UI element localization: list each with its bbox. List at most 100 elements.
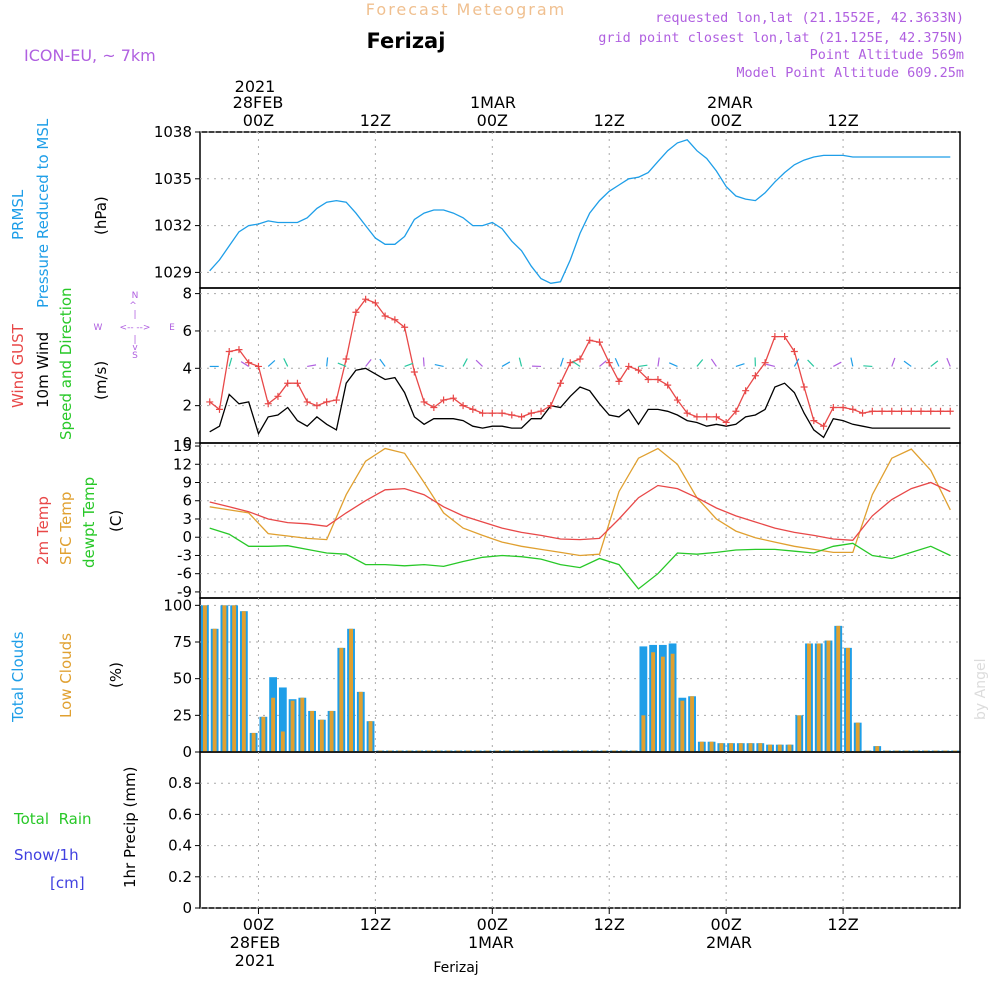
y-tick-label: 1029 xyxy=(154,263,192,281)
top-date-1: 1MAR xyxy=(470,93,516,112)
gust-marker xyxy=(226,348,233,355)
gust-marker xyxy=(469,406,476,413)
gust-marker xyxy=(606,359,613,366)
cloud-low-bar xyxy=(330,711,334,752)
wind-arrow xyxy=(851,358,853,367)
cloud-low-bar xyxy=(651,652,655,752)
chart-subtitle: Forecast Meteogram xyxy=(366,0,566,19)
cloud-low-bar xyxy=(232,605,236,752)
bottom-tick-label: 12Z xyxy=(827,915,858,934)
gust-marker xyxy=(810,417,817,424)
wind-arrow xyxy=(561,358,564,367)
y-tick-label: 50 xyxy=(173,670,192,688)
cloud-low-bar xyxy=(291,701,295,752)
cloud-low-bar xyxy=(846,648,850,752)
cloud-low-bar xyxy=(661,657,665,752)
wind-arrow xyxy=(808,360,814,366)
top-date-0: 28FEB xyxy=(233,93,284,112)
gust-marker xyxy=(421,398,428,405)
y-tick-label: 100 xyxy=(163,596,192,614)
y-tick-label: 1032 xyxy=(154,217,192,235)
label-hpa: (hPa) xyxy=(92,196,110,235)
label-prmsl: PRMSL xyxy=(9,189,27,240)
y-tick-label: 15 xyxy=(173,437,192,455)
gust-marker xyxy=(820,423,827,430)
wind-arrow xyxy=(904,361,911,366)
gust-marker xyxy=(869,408,876,415)
y-tick-label: 2 xyxy=(182,397,192,415)
gust-marker xyxy=(937,408,944,415)
cloud-low-bar xyxy=(641,715,645,752)
credit: by Angel xyxy=(973,659,989,720)
wind-arrow xyxy=(711,359,716,366)
cloud-low-bar xyxy=(369,721,373,752)
pressure-line xyxy=(210,140,951,283)
top-tick-label: 12Z xyxy=(360,111,391,130)
gust-marker xyxy=(333,397,340,404)
wind-10m-line xyxy=(210,368,951,437)
gust-marker xyxy=(313,402,320,409)
gust-marker xyxy=(801,383,808,390)
wind-arrow xyxy=(502,362,510,367)
gust-marker xyxy=(781,333,788,340)
gust-marker xyxy=(713,413,720,420)
cloud-low-bar xyxy=(768,745,772,752)
y-tick-label: 25 xyxy=(173,706,192,724)
gust-marker xyxy=(343,355,350,362)
cloud-low-bar xyxy=(300,698,304,752)
wind-arrow xyxy=(931,361,938,367)
gust-marker xyxy=(879,408,886,415)
compass-e: E xyxy=(169,323,175,333)
gust-marker xyxy=(898,408,905,415)
gust-marker xyxy=(840,404,847,411)
y-tick-label: 0 xyxy=(182,528,192,546)
cloud-low-bar xyxy=(310,711,314,752)
cloud-low-bar xyxy=(797,715,801,752)
cloud-low-bar xyxy=(788,745,792,752)
gust-marker xyxy=(888,408,895,415)
wind-arrow xyxy=(405,363,413,366)
wind-arrow xyxy=(615,358,619,366)
label-sfc-temp: SFC Temp xyxy=(57,492,75,565)
wind-arrow xyxy=(863,366,872,367)
label-total-rain: Total Rain xyxy=(13,810,92,828)
cloud-low-bar xyxy=(281,731,285,752)
y-tick-label: 0.8 xyxy=(168,774,192,792)
top-tick-label: 00Z xyxy=(710,111,741,130)
y-tick-label: -3 xyxy=(177,546,192,564)
compass-s: S xyxy=(132,351,138,361)
bottom-tick-label: 00Z xyxy=(477,915,508,934)
gust-marker xyxy=(255,363,262,370)
cloud-low-bar xyxy=(690,696,694,752)
wind-arrow xyxy=(599,361,606,367)
wind-arrow xyxy=(573,361,580,366)
gust-marker xyxy=(859,410,866,417)
bottom-date-2: 2MAR xyxy=(706,933,752,952)
cloud-low-bar xyxy=(271,698,275,752)
cloud-low-bar xyxy=(203,605,207,752)
y-tick-label: 6 xyxy=(182,492,192,510)
gust-marker xyxy=(528,410,535,417)
gust-marker xyxy=(518,413,525,420)
cloud-low-bar xyxy=(710,742,714,752)
cloud-low-bar xyxy=(827,641,831,752)
gust-marker xyxy=(538,408,545,415)
gust-marker xyxy=(294,380,301,387)
gust-marker xyxy=(499,410,506,417)
wind-arrow xyxy=(423,357,424,366)
label-speed-direction: Speed and Direction xyxy=(57,287,75,440)
gust-marker xyxy=(918,408,925,415)
cloud-low-bar xyxy=(242,611,246,752)
cloud-low-bar xyxy=(359,692,363,752)
label-snow: Snow/1h xyxy=(14,846,79,864)
y-tick-label: 0.2 xyxy=(168,868,192,886)
wind-arrow xyxy=(892,358,895,366)
wind-arrow xyxy=(327,357,328,366)
label-celsius: (C) xyxy=(107,510,125,532)
footer-location: Ferizaj xyxy=(433,960,478,976)
bottom-tick-label: 12Z xyxy=(594,915,625,934)
gust-marker xyxy=(304,398,311,405)
